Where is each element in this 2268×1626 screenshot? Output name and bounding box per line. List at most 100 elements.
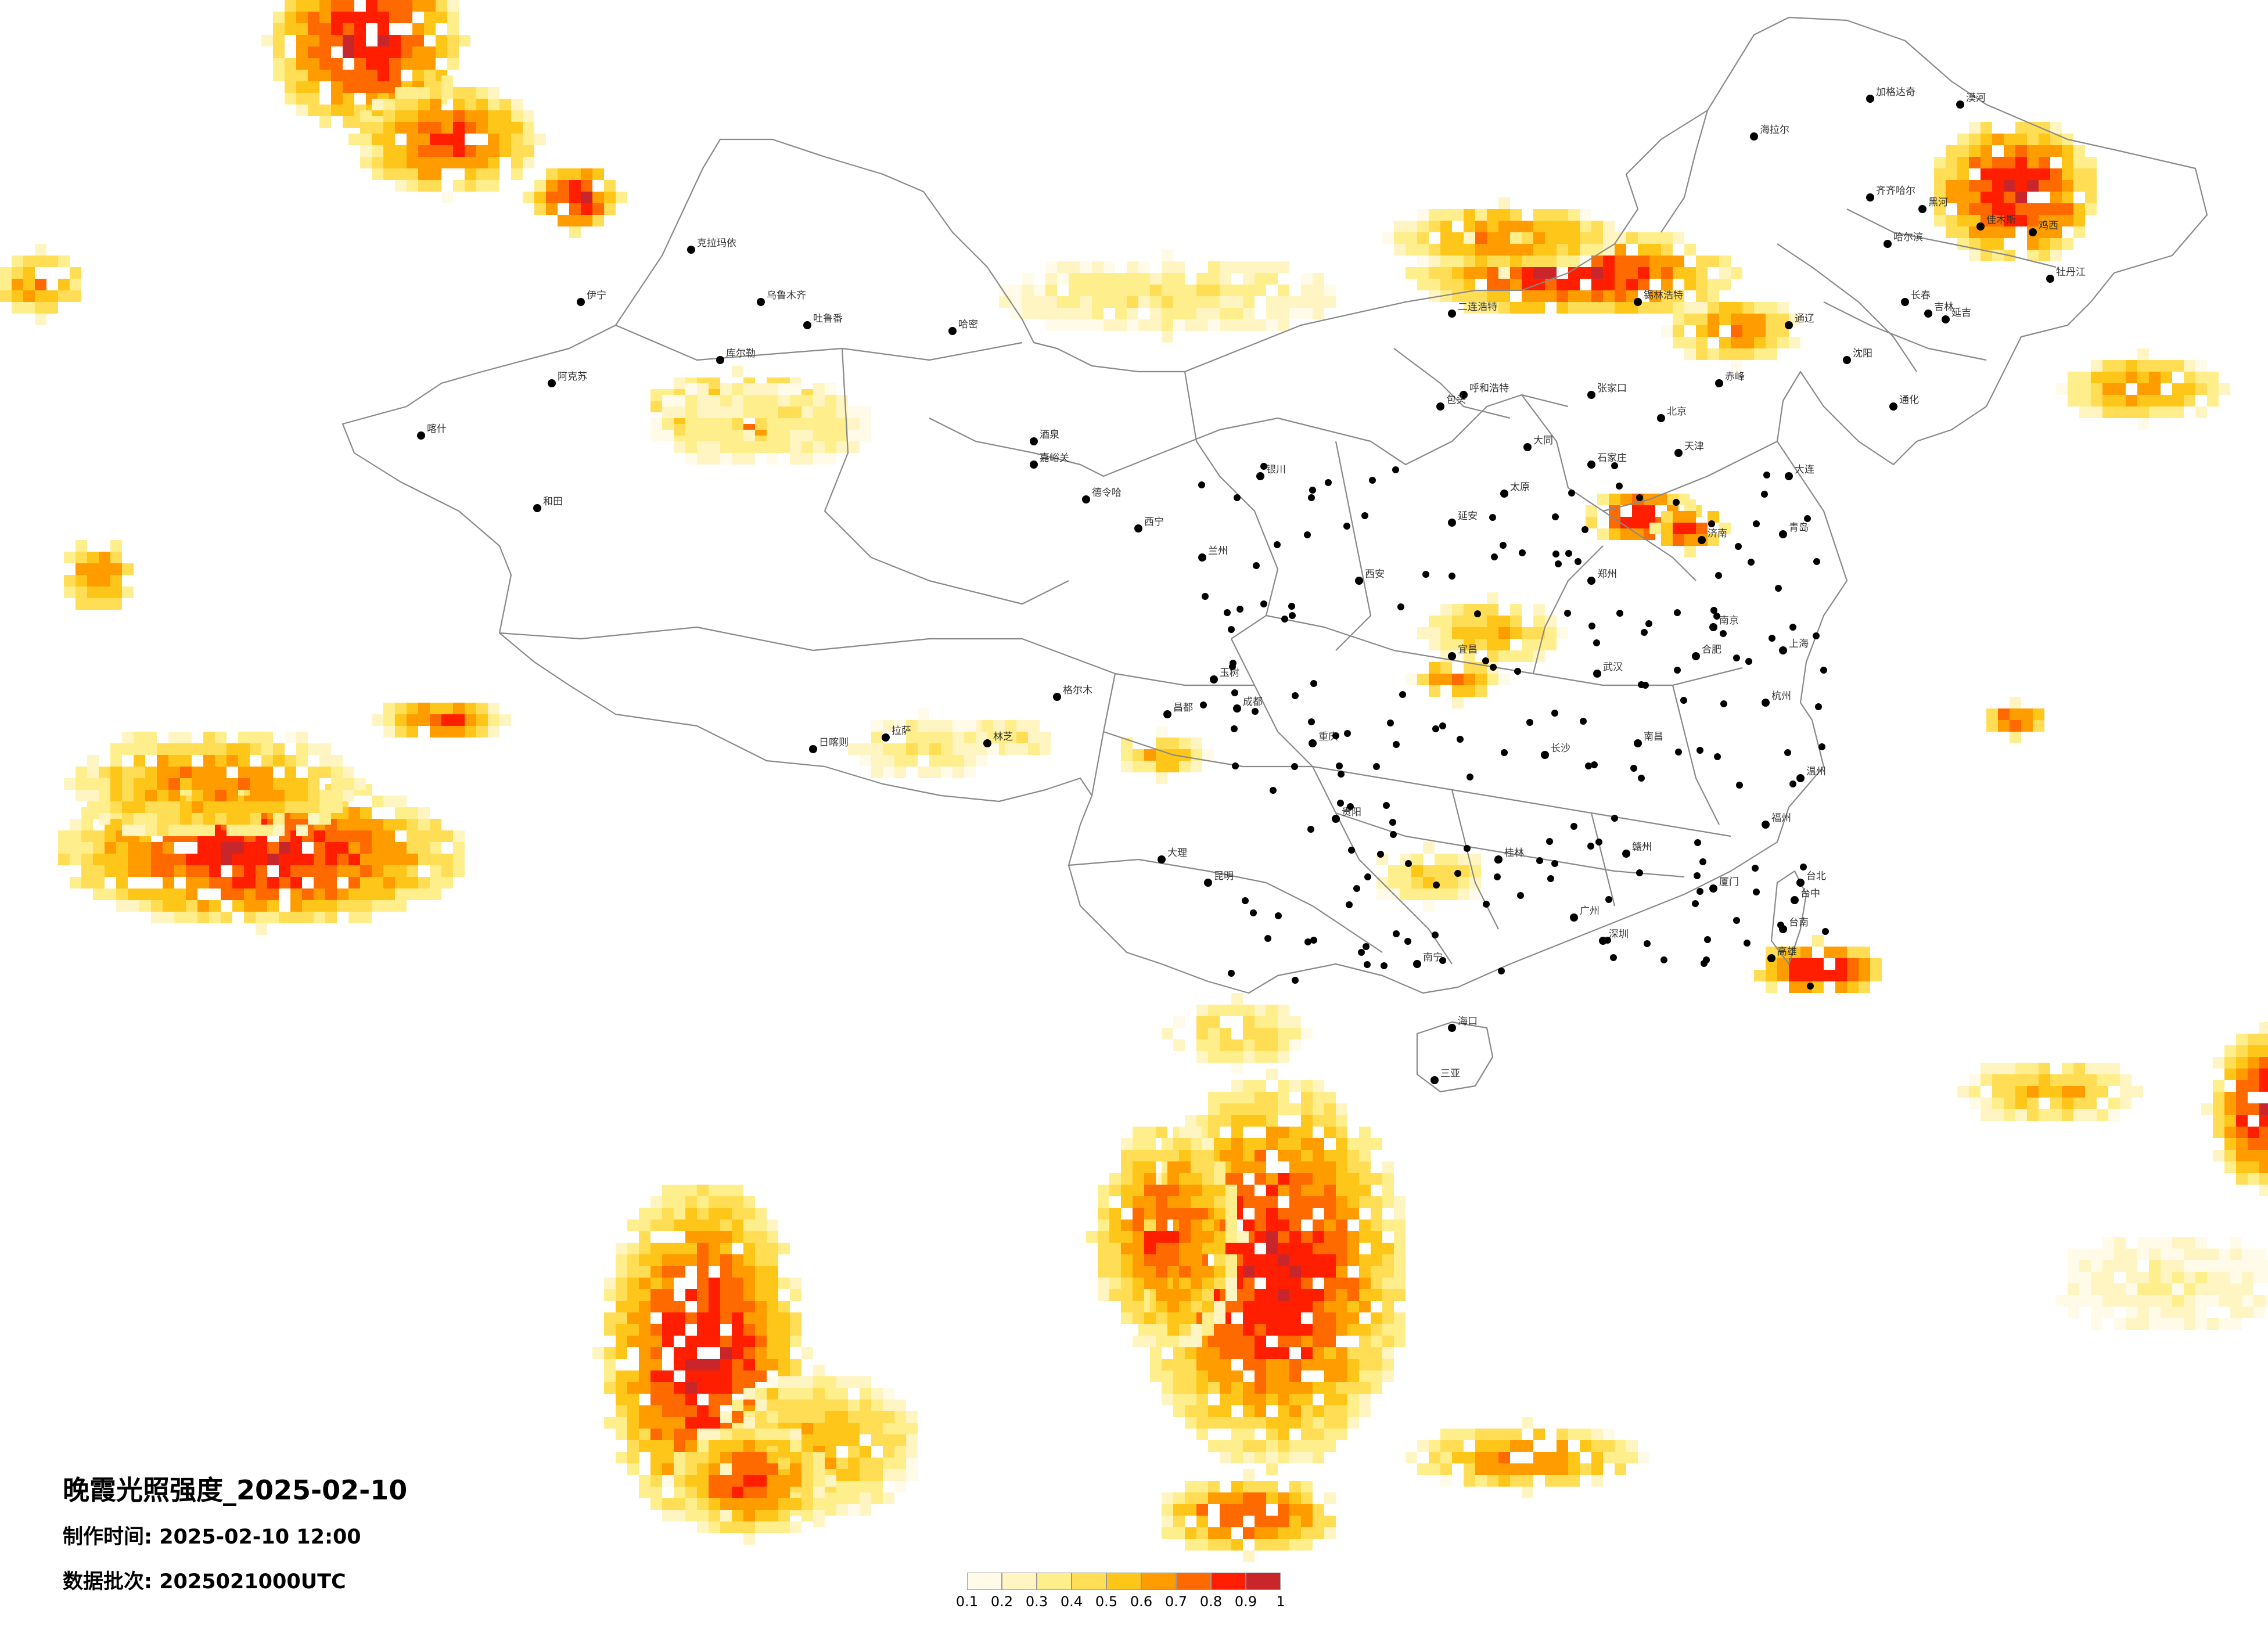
heat-cell <box>1359 1220 1371 1231</box>
heat-cell <box>1173 1382 1185 1394</box>
heat-cell <box>122 767 134 778</box>
heat-cell <box>1347 1278 1359 1289</box>
heat-cell <box>476 122 488 134</box>
heat-cell <box>709 1475 720 1487</box>
heat-cell <box>1347 1150 1359 1161</box>
heat-cell <box>1278 1440 1289 1452</box>
heat-cell <box>1301 1080 1313 1092</box>
heat-cell <box>569 215 581 226</box>
heat-cell <box>697 1510 709 1521</box>
heat-cell <box>1981 180 1992 192</box>
heat-cell <box>2091 360 2102 372</box>
heat-cell <box>1162 1504 1173 1516</box>
heat-cell <box>627 1452 639 1463</box>
heat-cell <box>720 383 732 395</box>
heat-cell <box>883 1492 894 1504</box>
heat-cell <box>709 395 720 406</box>
heat-cell <box>383 796 395 807</box>
heat-cell <box>697 1475 709 1487</box>
heat-cell <box>1429 1452 1440 1463</box>
heat-cell <box>1301 1504 1313 1516</box>
heat-cell <box>616 1417 627 1429</box>
heat-cell <box>1498 1452 1510 1463</box>
heat-cell <box>1789 981 1800 993</box>
heat-cell <box>1196 1429 1208 1440</box>
heat-cell <box>1173 261 1185 273</box>
heat-cell <box>1731 314 1742 325</box>
heat-cell <box>894 1458 906 1469</box>
heat-cell <box>1185 319 1196 331</box>
heat-cell <box>1150 1347 1162 1359</box>
heat-cell <box>1440 209 1452 221</box>
heat-cell <box>1278 1039 1289 1051</box>
heat-cell <box>2259 1057 2268 1069</box>
heat-cell <box>592 1347 604 1359</box>
heat-cell <box>1231 1005 1243 1016</box>
heat-cell <box>1289 1492 1301 1504</box>
heat-cell <box>2027 134 2039 145</box>
city-label: 喀什 <box>427 423 447 435</box>
heat-cell <box>1859 970 1870 981</box>
city-dot <box>1344 730 1351 737</box>
heat-cell <box>848 1458 860 1469</box>
heat-cell <box>1278 1051 1289 1063</box>
heat-cell <box>418 99 430 110</box>
heat-cell <box>1266 1266 1278 1278</box>
heat-cell <box>871 720 883 732</box>
heat-cell <box>860 430 871 441</box>
heat-cell <box>801 1423 813 1434</box>
city-dot <box>1439 722 1446 729</box>
heat-cell <box>2108 1098 2120 1109</box>
heat-cell <box>1859 947 1870 958</box>
city-label: 台北 <box>1806 870 1826 882</box>
heat-cell <box>1580 302 1591 314</box>
heat-cell <box>319 743 331 755</box>
heat-cell <box>627 1382 639 1394</box>
heat-cell <box>767 1336 778 1347</box>
heat-cell <box>1684 337 1696 348</box>
heat-cell <box>743 1254 755 1266</box>
heat-cell <box>674 377 685 389</box>
heat-cell <box>2137 395 2149 406</box>
heat-cell <box>296 105 308 116</box>
heat-cell <box>743 1301 755 1312</box>
heat-cell <box>848 430 860 441</box>
heat-cell <box>2062 215 2073 226</box>
heat-cell <box>343 93 354 105</box>
heat-cell <box>1289 1150 1301 1161</box>
heat-cell <box>87 767 99 778</box>
heat-cell <box>418 854 430 865</box>
heat-cell <box>1313 1440 1324 1452</box>
heat-cell <box>1946 157 1957 168</box>
heat-cell <box>2079 1272 2091 1283</box>
heat-cell <box>1487 290 1498 302</box>
heat-cell <box>261 35 273 46</box>
heat-cell <box>250 778 261 790</box>
heat-cell <box>627 1440 639 1452</box>
heat-cell <box>697 1463 709 1475</box>
heat-cell <box>2161 1249 2172 1260</box>
heat-cell <box>1992 157 2004 168</box>
heat-cell <box>848 1504 860 1516</box>
heat-cell <box>2137 348 2149 360</box>
heat-cell <box>767 1289 778 1301</box>
heat-cell <box>1191 1127 1202 1138</box>
heat-cell <box>720 1394 732 1405</box>
heat-cell <box>395 168 407 180</box>
city-dot <box>1696 888 1703 895</box>
city-dot <box>1399 691 1406 698</box>
heat-cell <box>261 755 273 767</box>
heat-cell <box>1185 1347 1196 1359</box>
heat-cell <box>1301 1243 1313 1254</box>
heat-cell <box>35 279 46 290</box>
heat-cell <box>709 430 720 441</box>
city-dot <box>1231 689 1238 696</box>
heat-cell <box>238 778 250 790</box>
heat-cell <box>1510 279 1522 290</box>
heat-cell <box>697 1429 709 1440</box>
heat-cell <box>2015 203 2027 215</box>
heat-cell <box>1429 662 1440 674</box>
heat-cell <box>430 134 441 145</box>
heat-cell <box>2102 1249 2114 1260</box>
heat-cell <box>319 12 331 23</box>
